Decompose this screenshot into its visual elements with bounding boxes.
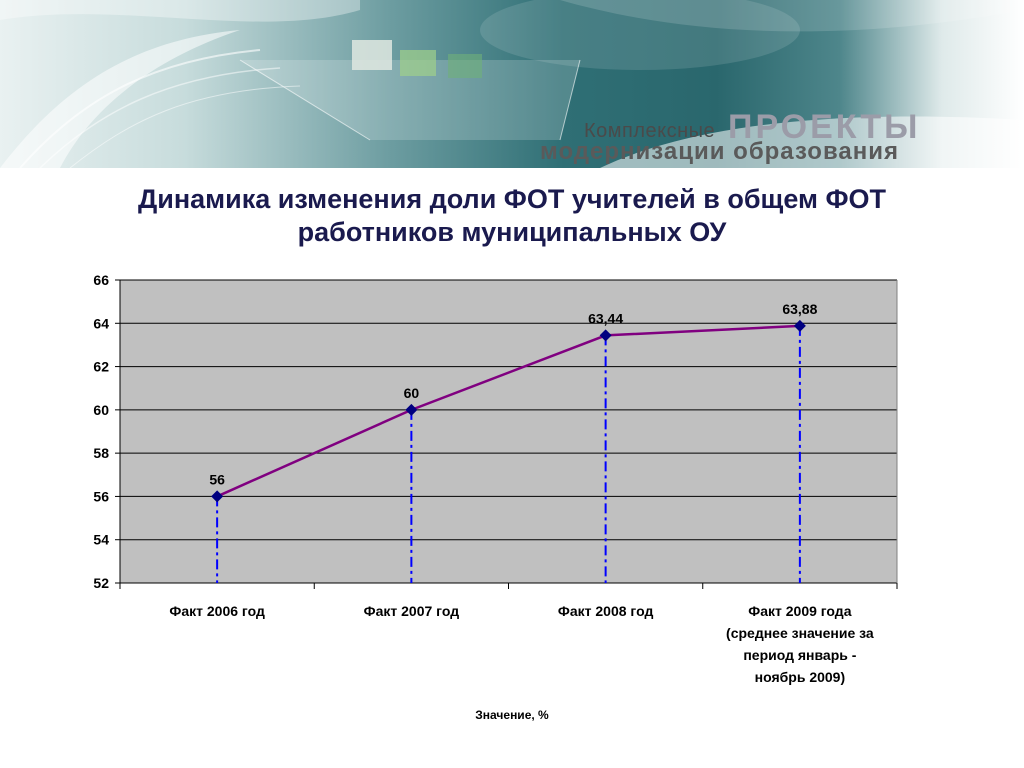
brand-text-small: Комплексные [584, 120, 716, 142]
x-category-label-line: Факт 2008 год [557, 603, 654, 619]
banner-graphic [0, 0, 1024, 168]
x-category-label-line: Факт 2006 год [169, 603, 265, 619]
data-label: 56 [209, 471, 225, 487]
data-label: 63,44 [588, 310, 623, 326]
y-tick-label: 56 [93, 488, 109, 504]
x-category-label: Факт 2009 года (среднее значение за период… [705, 600, 895, 688]
chart-title-line1: Динамика изменения доли ФОТ учителей в о… [138, 184, 886, 214]
data-point-marker [211, 490, 224, 503]
data-point-marker [599, 329, 612, 342]
chart-title-line2: работников муниципальных ОУ [297, 217, 727, 247]
y-tick-label: 58 [93, 445, 109, 461]
x-category-label: Факт 2008 год [511, 600, 701, 622]
x-category-label-line: (среднее значение за [726, 625, 874, 641]
y-tick-label: 66 [93, 272, 109, 288]
data-label: 63,88 [782, 301, 817, 317]
brand-text-line2: модернизации образования [540, 138, 899, 165]
y-tick-label: 54 [93, 532, 109, 548]
plot-area [120, 280, 897, 583]
header-banner: Комплексные ПРОЕКТЫ модернизации образов… [0, 0, 1024, 168]
x-category-label-line: Факт 2007 год [363, 603, 460, 619]
brand-text-big: ПРОЕКТЫ [728, 108, 921, 146]
y-tick-label: 64 [93, 315, 109, 331]
data-label: 60 [404, 385, 420, 401]
y-tick-label: 60 [93, 402, 109, 418]
series-line [216, 324, 800, 498]
y-tick-label: 52 [93, 575, 109, 591]
data-point-marker [793, 319, 806, 332]
x-category-label-line: Факт 2009 года [748, 603, 852, 619]
x-category-label: Факт 2006 год [122, 600, 312, 622]
x-axis-label: Значение, % [475, 708, 549, 722]
chart-title: Динамика изменения доли ФОТ учителей в о… [60, 183, 964, 249]
x-category-label-line: ноябрь 2009) [754, 669, 846, 685]
y-tick-label: 62 [93, 359, 109, 375]
x-category-label: Факт 2007 год [316, 600, 506, 622]
x-category-label-line: период январь - [743, 647, 857, 663]
data-point-marker [405, 403, 418, 416]
